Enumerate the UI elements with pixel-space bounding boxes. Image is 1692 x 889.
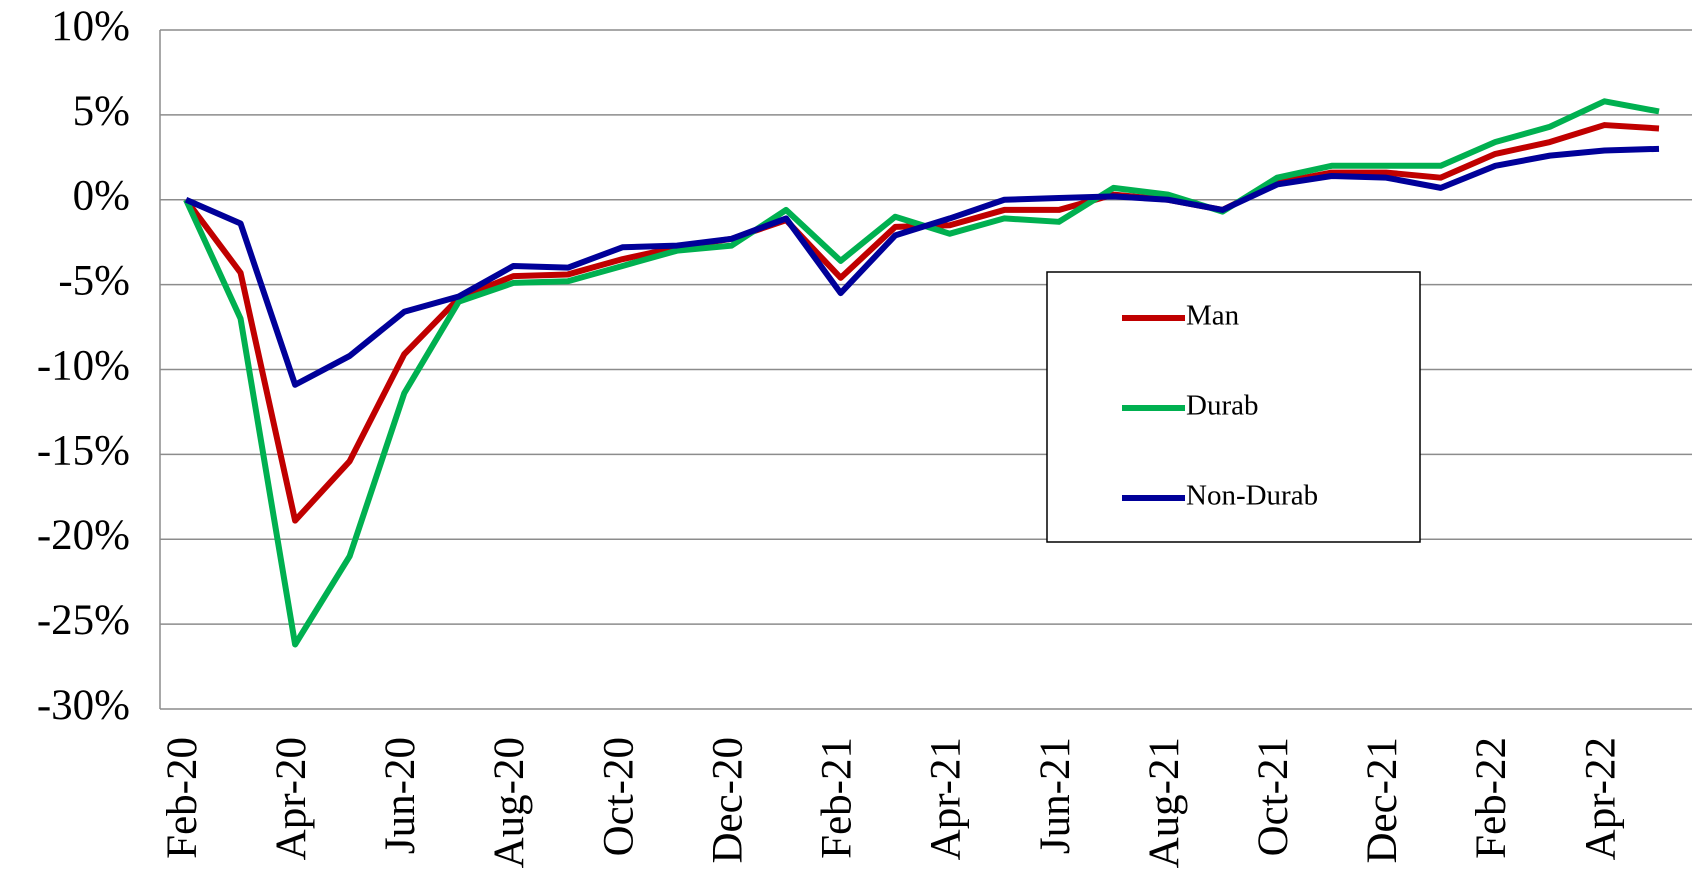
legend-box [1046,271,1421,543]
x-tick-label: Feb-22 [1468,737,1515,859]
y-tick-label: 10% [51,3,130,50]
x-tick-label: Oct-20 [595,737,642,856]
x-tick-label: Feb-21 [814,737,861,859]
legend-label: Non-Durab [1186,480,1318,512]
x-tick-label: Jun-21 [1032,737,1079,854]
line-series [184,145,1660,388]
y-tick-label: 5% [73,88,130,135]
x-tick-label: Oct-21 [1250,737,1297,856]
x-tick-label: Jun-20 [377,737,424,854]
y-tick-label: -10% [37,342,130,389]
x-tick-label: Apr-20 [268,737,315,860]
y-tick-label: -25% [37,597,130,644]
y-tick-label: -5% [58,258,130,305]
y-tick-label: 0% [73,173,130,220]
x-tick-label: Aug-20 [486,737,533,868]
y-tick-label: -15% [37,427,130,474]
line-series [183,98,1660,648]
x-tick-label: Apr-22 [1577,737,1624,860]
y-tick-label: -20% [37,512,130,559]
x-tick-label: Dec-20 [704,737,751,864]
x-tick-label: Apr-21 [923,737,970,860]
legend-label: Durab [1186,390,1258,422]
x-tick-label: Aug-21 [1141,737,1188,868]
legend-label: Man [1186,300,1240,332]
x-tick-label: Dec-21 [1359,737,1406,864]
y-tick-label: -30% [37,682,130,729]
x-tick-label: Feb-20 [159,737,206,859]
